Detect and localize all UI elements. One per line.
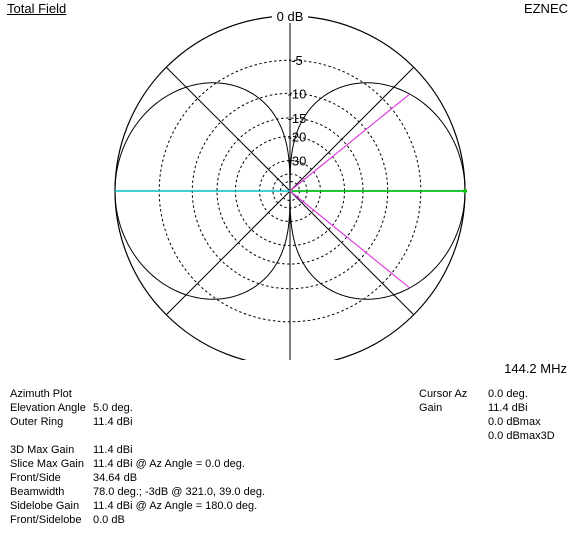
cursor-info-row: Cursor Az 0.0 deg. — [419, 387, 555, 401]
info-value: 34.64 dB — [93, 472, 138, 484]
info-row: 3D Max Gain 11.4 dBi — [10, 443, 265, 457]
cursor-info-label: Gain — [419, 402, 443, 414]
info-label: 3D Max Gain — [10, 444, 75, 456]
ring-label: -20 — [288, 129, 307, 144]
cursor-info-value: 0.0 dBmax — [488, 416, 541, 428]
info-value: 11.4 dBi — [93, 416, 133, 428]
grid-radial — [165, 190, 291, 316]
ring-label-background — [272, 8, 308, 23]
info-value: 0.0 dB — [93, 514, 125, 526]
cursor-info-value: 11.4 dBi — [488, 402, 528, 414]
info-value: 11.4 dBi @ Az Angle = 0.0 deg. — [93, 458, 245, 470]
info-plot-type: Azimuth Plot — [10, 387, 265, 401]
ring-label: 0 dB — [277, 9, 304, 24]
info-row: Slice Max Gain 11.4 dBi @ Az Angle = 0.0… — [10, 457, 265, 471]
info-label: Outer Ring — [10, 416, 64, 428]
grid-radial — [165, 66, 291, 192]
cursor-info-value: 0.0 deg. — [488, 388, 528, 400]
ring-label: -10 — [288, 86, 307, 101]
info-label: Sidelobe Gain — [10, 500, 80, 512]
info-label: Front/Sidelobe — [10, 514, 82, 526]
cursor-info-panel: Cursor Az 0.0 deg. Gain 11.4 dBi 0.0 dBm… — [419, 387, 555, 443]
cursor-info-label — [419, 415, 488, 429]
info-label: Front/Side — [10, 472, 61, 484]
grid-radial — [289, 66, 415, 192]
info-value: 78.0 deg.; -3dB @ 321.0, 39.0 deg. — [93, 486, 266, 498]
cursor-info-row: 0.0 dBmax3D — [419, 429, 555, 443]
info-plot-type-label: Azimuth Plot — [10, 388, 72, 400]
info-row: Beamwidth 78.0 deg.; -3dB @ 321.0, 39.0 … — [10, 485, 265, 499]
info-row: Front/Side 34.64 dB — [10, 471, 265, 485]
info-row: Outer Ring 11.4 dBi — [10, 415, 265, 429]
info-value: 11.4 dBi @ Az Angle = 180.0 deg. — [93, 500, 258, 512]
grid-radial — [289, 190, 415, 316]
plot-title: Total Field — [7, 1, 67, 16]
info-label: Slice Max Gain — [10, 458, 84, 470]
polar-plot[interactable]: 0 dB-5-10-15-20-30 — [0, 0, 580, 360]
cursor-marker — [463, 189, 467, 193]
plot-info-panel: Azimuth Plot Elevation Angle 5.0 deg. Ou… — [10, 387, 265, 527]
beamwidth-line — [289, 190, 411, 289]
cursor-info-value: 0.0 dBmax3D — [488, 430, 555, 442]
cursor-info-row: Gain 11.4 dBi — [419, 401, 555, 415]
cursor-info-label: Cursor Az — [419, 388, 468, 400]
plot-overlays — [114, 82, 467, 300]
frequency-label: 144.2 MHz — [504, 361, 567, 376]
ring-label: -5 — [291, 53, 303, 68]
info-value: 11.4 dBi — [93, 444, 133, 456]
app-name: EZNEC — [523, 1, 568, 16]
beamwidth-line — [289, 93, 411, 192]
cursor-info-row: 0.0 dBmax — [419, 415, 555, 429]
info-label: Elevation Angle — [10, 402, 86, 414]
ring-label: -30 — [288, 154, 307, 169]
info-value: 5.0 deg. — [93, 402, 133, 414]
info-row: Sidelobe Gain 11.4 dBi @ Az Angle = 180.… — [10, 499, 265, 513]
info-label: Beamwidth — [10, 486, 65, 498]
info-row: Front/Sidelobe 0.0 dB — [10, 513, 265, 527]
info-row: Elevation Angle 5.0 deg. — [10, 401, 265, 415]
cursor-info-label — [419, 429, 488, 443]
